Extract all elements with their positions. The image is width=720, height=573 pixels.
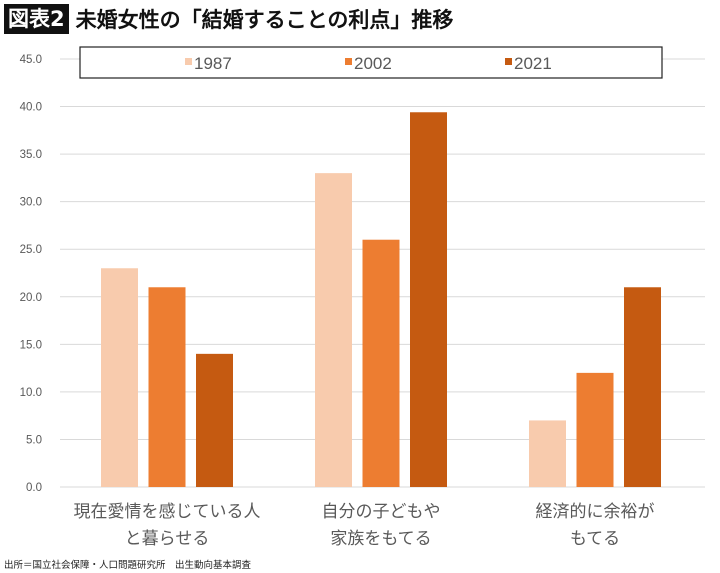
x-tick-label: と暮らせる: [125, 529, 210, 549]
chart-header: 図表2 未婚女性の「結婚することの利点」推移: [4, 4, 453, 34]
y-tick-label: 45.0: [20, 54, 42, 66]
x-tick-label: 家族をもてる: [330, 529, 431, 549]
legend-swatch: [185, 58, 192, 65]
bar-2002-0: [148, 287, 186, 487]
x-tick-label: 現在愛情を感じている人: [74, 502, 261, 522]
x-tick-label: 経済的に余裕が: [536, 502, 655, 522]
legend-label: 1987: [194, 54, 232, 73]
y-tick-label: 30.0: [20, 197, 42, 209]
x-tick-label: もてる: [570, 529, 620, 549]
legend-swatch: [345, 58, 352, 65]
bar-1987-2: [529, 420, 566, 487]
bar-2021-1: [410, 112, 447, 488]
y-tick-label: 20.0: [20, 292, 42, 304]
legend-label: 2002: [354, 54, 392, 73]
y-tick-label: 35.0: [20, 149, 42, 161]
source-note: 出所＝国立社会保障・人口問題研究所 出生動向基本調査: [4, 560, 252, 571]
bar-1987-1: [315, 173, 352, 487]
legend-swatch: [505, 58, 512, 65]
y-tick-label: 5.0: [26, 434, 42, 446]
y-tick-label: 15.0: [20, 339, 42, 351]
bar-2021-2: [624, 287, 661, 487]
y-tick-label: 40.0: [20, 102, 42, 114]
x-tick-label: 自分の子どもや: [322, 502, 441, 522]
legend-label: 2021: [514, 54, 552, 73]
y-tick-label: 0.0: [26, 482, 42, 494]
chart-title: 未婚女性の「結婚することの利点」推移: [75, 8, 454, 32]
bar-2002-1: [362, 239, 400, 487]
bar-2021-0: [196, 353, 233, 487]
bar-1987-0: [101, 268, 138, 487]
y-tick-label: 10.0: [20, 387, 42, 399]
y-tick-label: 25.0: [20, 244, 42, 256]
figure-badge: 図表2: [4, 4, 69, 34]
legend-box: [79, 46, 663, 79]
bar-2002-2: [576, 372, 614, 487]
